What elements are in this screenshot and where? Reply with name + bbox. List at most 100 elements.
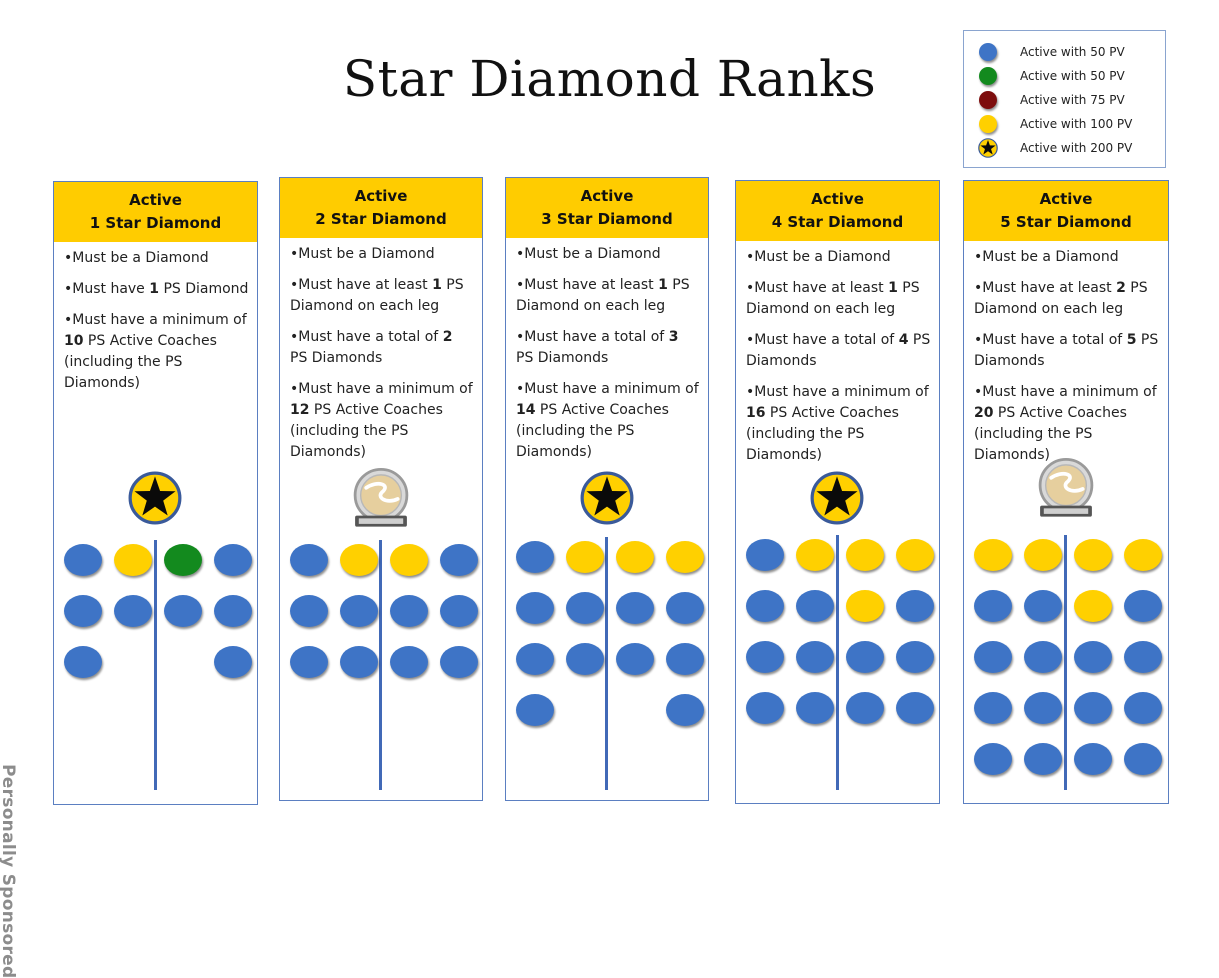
requirement-number: 3 bbox=[668, 329, 679, 345]
sponsor-line bbox=[379, 540, 382, 790]
coach-dot bbox=[566, 541, 604, 573]
requirement-item: •Must have a minimum of 12 PS Active Coa… bbox=[290, 381, 473, 460]
requirement-number: 2 bbox=[442, 329, 453, 345]
coach-dot bbox=[746, 590, 784, 622]
coach-dot bbox=[616, 541, 654, 573]
coach-dot bbox=[796, 641, 834, 673]
coach-dot bbox=[974, 692, 1012, 724]
requirement-number: 4 bbox=[898, 332, 909, 348]
legend-swatch bbox=[978, 66, 998, 86]
coach-dot bbox=[114, 544, 152, 576]
rank-header: Active 4 Star Diamond bbox=[736, 181, 939, 241]
requirement-item: •Must be a Diamond bbox=[516, 246, 661, 262]
coach-dot bbox=[746, 539, 784, 571]
rank-panel: Active 3 Star Diamond •Must be a Diamond •M… bbox=[505, 177, 709, 801]
coach-dot bbox=[290, 544, 328, 576]
sponsor-line bbox=[153, 540, 157, 790]
rank-panel: Active 1 Star Diamond •Must be a Diamond •M… bbox=[53, 181, 258, 805]
coach-dot bbox=[846, 641, 884, 673]
rank-header: Active 3 Star Diamond bbox=[506, 178, 708, 238]
coach-dot bbox=[846, 590, 884, 622]
legend-label: Active with 50 PV bbox=[1020, 69, 1125, 83]
coach-dot bbox=[616, 643, 654, 675]
rank-header-name: 5 Star Diamond bbox=[1000, 213, 1132, 231]
legend-item: Active with 200 PV bbox=[978, 137, 1132, 159]
requirement-number: 1 bbox=[658, 277, 668, 293]
green-dot-icon bbox=[979, 67, 997, 85]
coach-dot bbox=[896, 539, 934, 571]
rank-requirements: •Must be a Diamond •Must have at least 1 … bbox=[746, 247, 931, 476]
coach-dot bbox=[1074, 539, 1112, 571]
legend-swatch bbox=[978, 42, 998, 62]
beachbody-logo-icon bbox=[1038, 457, 1093, 517]
requirement-number: 16 bbox=[746, 405, 766, 421]
coach-dot bbox=[290, 646, 328, 678]
star-badge-icon bbox=[810, 471, 864, 525]
coach-dot bbox=[440, 646, 478, 678]
legend-label: Active with 50 PV bbox=[1020, 45, 1125, 59]
coach-dot bbox=[1024, 692, 1062, 724]
coach-dot bbox=[340, 646, 378, 678]
rank-requirements: •Must be a Diamond •Must have at least 1 … bbox=[290, 244, 474, 473]
coach-dot bbox=[1074, 743, 1112, 775]
rank-badge bbox=[810, 471, 864, 529]
coach-dot bbox=[516, 643, 554, 675]
coach-dot bbox=[746, 641, 784, 673]
requirement-number: 1 bbox=[432, 277, 442, 293]
requirement-item: •Must have a total of 3 PS Diamonds bbox=[516, 329, 679, 366]
coach-dot bbox=[974, 641, 1012, 673]
coach-dot bbox=[846, 539, 884, 571]
coach-dot bbox=[1074, 590, 1112, 622]
requirement-item: •Must be a Diamond bbox=[746, 249, 891, 265]
rank-header-status: Active bbox=[1039, 190, 1093, 208]
coach-dot bbox=[1024, 590, 1062, 622]
rank-header-name: 2 Star Diamond bbox=[315, 210, 447, 228]
coach-dot bbox=[1024, 743, 1062, 775]
legend-swatch bbox=[978, 90, 998, 110]
rank-header-status: Active bbox=[354, 187, 408, 205]
coach-dot bbox=[440, 595, 478, 627]
rank-header: Active 5 Star Diamond bbox=[964, 181, 1168, 241]
rank-requirements: •Must be a Diamond •Must have 1 PS Diamon… bbox=[64, 248, 249, 404]
coach-dot bbox=[974, 590, 1012, 622]
legend-swatch bbox=[978, 114, 998, 134]
requirement-item: •Must have at least 1 PS Diamond on each… bbox=[516, 277, 690, 314]
rank-panel: Active 2 Star Diamond •Must be a Diamond •M… bbox=[279, 177, 483, 801]
coach-dot bbox=[214, 544, 252, 576]
rank-requirements: •Must be a Diamond •Must have at least 2 … bbox=[974, 247, 1160, 476]
rank-header-name: 4 Star Diamond bbox=[771, 213, 904, 231]
coach-dot bbox=[390, 595, 428, 627]
requirement-item: •Must have a minimum of 16 PS Active Coa… bbox=[746, 384, 929, 463]
coach-dot bbox=[64, 595, 102, 627]
coach-dot bbox=[1124, 539, 1162, 571]
coach-dot bbox=[1124, 641, 1162, 673]
coach-dot bbox=[1074, 692, 1112, 724]
rank-badge bbox=[580, 471, 634, 529]
coach-dot bbox=[566, 592, 604, 624]
coach-dot bbox=[290, 595, 328, 627]
requirement-item: •Must be a Diamond bbox=[974, 249, 1119, 265]
requirement-item: •Must have at least 1 PS Diamond on each… bbox=[290, 277, 464, 314]
legend-item: Active with 75 PV bbox=[978, 89, 1125, 111]
side-label: Personally Sponsored bbox=[0, 764, 18, 978]
requirement-item: •Must be a Diamond bbox=[64, 250, 209, 266]
coach-dot bbox=[796, 539, 834, 571]
red-dot-icon bbox=[979, 91, 997, 109]
requirement-item: •Must have a minimum of 14 PS Active Coa… bbox=[516, 381, 699, 460]
coach-dot bbox=[896, 692, 934, 724]
coach-dot bbox=[390, 544, 428, 576]
rank-badge bbox=[128, 471, 182, 529]
legend-label: Active with 100 PV bbox=[1020, 117, 1133, 131]
sponsor-line bbox=[1064, 535, 1067, 790]
legend-swatch bbox=[978, 138, 998, 158]
coach-dot bbox=[1024, 641, 1062, 673]
legend-label: Active with 200 PV bbox=[1020, 141, 1133, 155]
legend-label: Active with 75 PV bbox=[1020, 93, 1125, 107]
coach-dot bbox=[516, 592, 554, 624]
requirement-item: •Must have a total of 2 PS Diamonds bbox=[290, 329, 453, 366]
coach-dot bbox=[1024, 539, 1062, 571]
requirement-number: 12 bbox=[290, 402, 310, 418]
coach-dot bbox=[974, 539, 1012, 571]
coach-dot bbox=[516, 541, 554, 573]
legend-item: Active with 50 PV bbox=[978, 41, 1125, 63]
